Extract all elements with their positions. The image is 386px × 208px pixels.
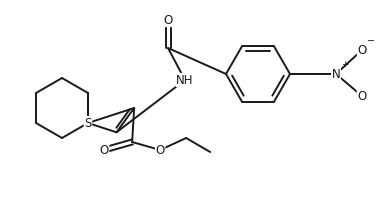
Text: O: O [163,14,173,26]
Text: +: + [341,60,349,69]
Text: N: N [332,68,340,80]
Text: S: S [84,116,91,130]
Text: O: O [357,89,367,103]
Text: O: O [156,144,165,156]
Text: O: O [357,43,367,57]
Text: −: − [367,36,375,46]
Text: O: O [100,144,109,156]
Text: NH: NH [176,73,194,87]
